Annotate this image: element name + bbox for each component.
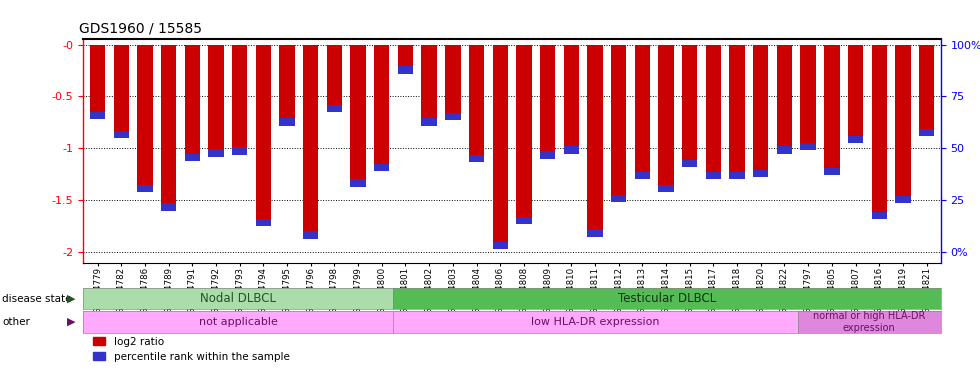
Bar bbox=[374, 45, 389, 171]
Bar bbox=[351, 180, 366, 187]
Bar bbox=[824, 45, 840, 176]
Bar bbox=[824, 168, 840, 176]
Bar bbox=[706, 45, 721, 180]
Bar bbox=[279, 45, 295, 126]
Bar bbox=[90, 112, 105, 119]
Bar bbox=[659, 184, 673, 192]
Bar bbox=[777, 45, 792, 153]
Bar bbox=[184, 45, 200, 161]
Bar bbox=[635, 45, 650, 180]
Text: disease state: disease state bbox=[2, 294, 72, 303]
Bar bbox=[706, 172, 721, 180]
Bar bbox=[848, 45, 863, 143]
Bar bbox=[516, 217, 531, 224]
Bar bbox=[137, 45, 153, 192]
Bar bbox=[729, 45, 745, 180]
Bar bbox=[919, 45, 934, 136]
Bar bbox=[540, 45, 556, 159]
Bar bbox=[326, 105, 342, 112]
Bar bbox=[682, 45, 698, 167]
Bar bbox=[421, 45, 437, 126]
Bar bbox=[445, 45, 461, 120]
Bar bbox=[871, 45, 887, 219]
Bar bbox=[729, 172, 745, 180]
Bar bbox=[871, 211, 887, 219]
Text: ▶: ▶ bbox=[68, 294, 75, 303]
Bar bbox=[635, 172, 650, 180]
Bar bbox=[398, 45, 414, 74]
Bar bbox=[516, 45, 531, 224]
Text: not applicable: not applicable bbox=[199, 317, 277, 327]
Text: ▶: ▶ bbox=[68, 317, 75, 327]
Bar bbox=[848, 136, 863, 143]
Bar bbox=[421, 118, 437, 126]
Bar bbox=[303, 45, 318, 238]
Bar bbox=[256, 219, 271, 226]
Bar bbox=[303, 231, 318, 238]
Text: other: other bbox=[2, 317, 29, 327]
Bar bbox=[564, 45, 579, 153]
Bar bbox=[493, 242, 508, 249]
Bar bbox=[326, 45, 342, 112]
Bar bbox=[753, 170, 768, 177]
Bar bbox=[90, 45, 105, 119]
Bar bbox=[209, 45, 223, 157]
Bar bbox=[540, 152, 556, 159]
Bar bbox=[232, 45, 247, 154]
Bar bbox=[659, 45, 673, 192]
Legend: log2 ratio, percentile rank within the sample: log2 ratio, percentile rank within the s… bbox=[88, 333, 294, 366]
Bar bbox=[137, 184, 153, 192]
Bar bbox=[587, 45, 603, 237]
Text: Nodal DLBCL: Nodal DLBCL bbox=[200, 292, 276, 305]
Bar bbox=[919, 129, 934, 136]
Bar bbox=[161, 203, 176, 211]
Bar bbox=[682, 160, 698, 167]
Bar bbox=[801, 143, 815, 150]
Bar bbox=[232, 147, 247, 154]
Bar bbox=[161, 45, 176, 211]
Text: low HLA-DR expression: low HLA-DR expression bbox=[531, 317, 660, 327]
Bar bbox=[114, 45, 129, 138]
Bar bbox=[114, 131, 129, 138]
Text: GDS1960 / 15585: GDS1960 / 15585 bbox=[79, 21, 202, 35]
Bar bbox=[184, 153, 200, 161]
Bar bbox=[493, 45, 508, 249]
Bar bbox=[587, 229, 603, 237]
Bar bbox=[445, 113, 461, 120]
Text: Testicular DLBCL: Testicular DLBCL bbox=[617, 292, 716, 305]
Bar bbox=[279, 118, 295, 126]
Bar bbox=[777, 146, 792, 153]
Bar bbox=[801, 45, 815, 150]
Bar bbox=[256, 45, 271, 226]
Bar bbox=[468, 45, 484, 162]
Bar bbox=[611, 45, 626, 202]
Bar bbox=[468, 154, 484, 162]
Bar bbox=[895, 45, 910, 203]
Bar bbox=[209, 149, 223, 157]
Bar bbox=[753, 45, 768, 177]
Text: normal or high HLA-DR
expression: normal or high HLA-DR expression bbox=[813, 311, 925, 333]
Bar bbox=[398, 66, 414, 74]
Bar bbox=[351, 45, 366, 187]
Bar bbox=[564, 146, 579, 153]
Bar bbox=[611, 195, 626, 202]
Bar bbox=[374, 164, 389, 171]
Bar bbox=[895, 196, 910, 203]
